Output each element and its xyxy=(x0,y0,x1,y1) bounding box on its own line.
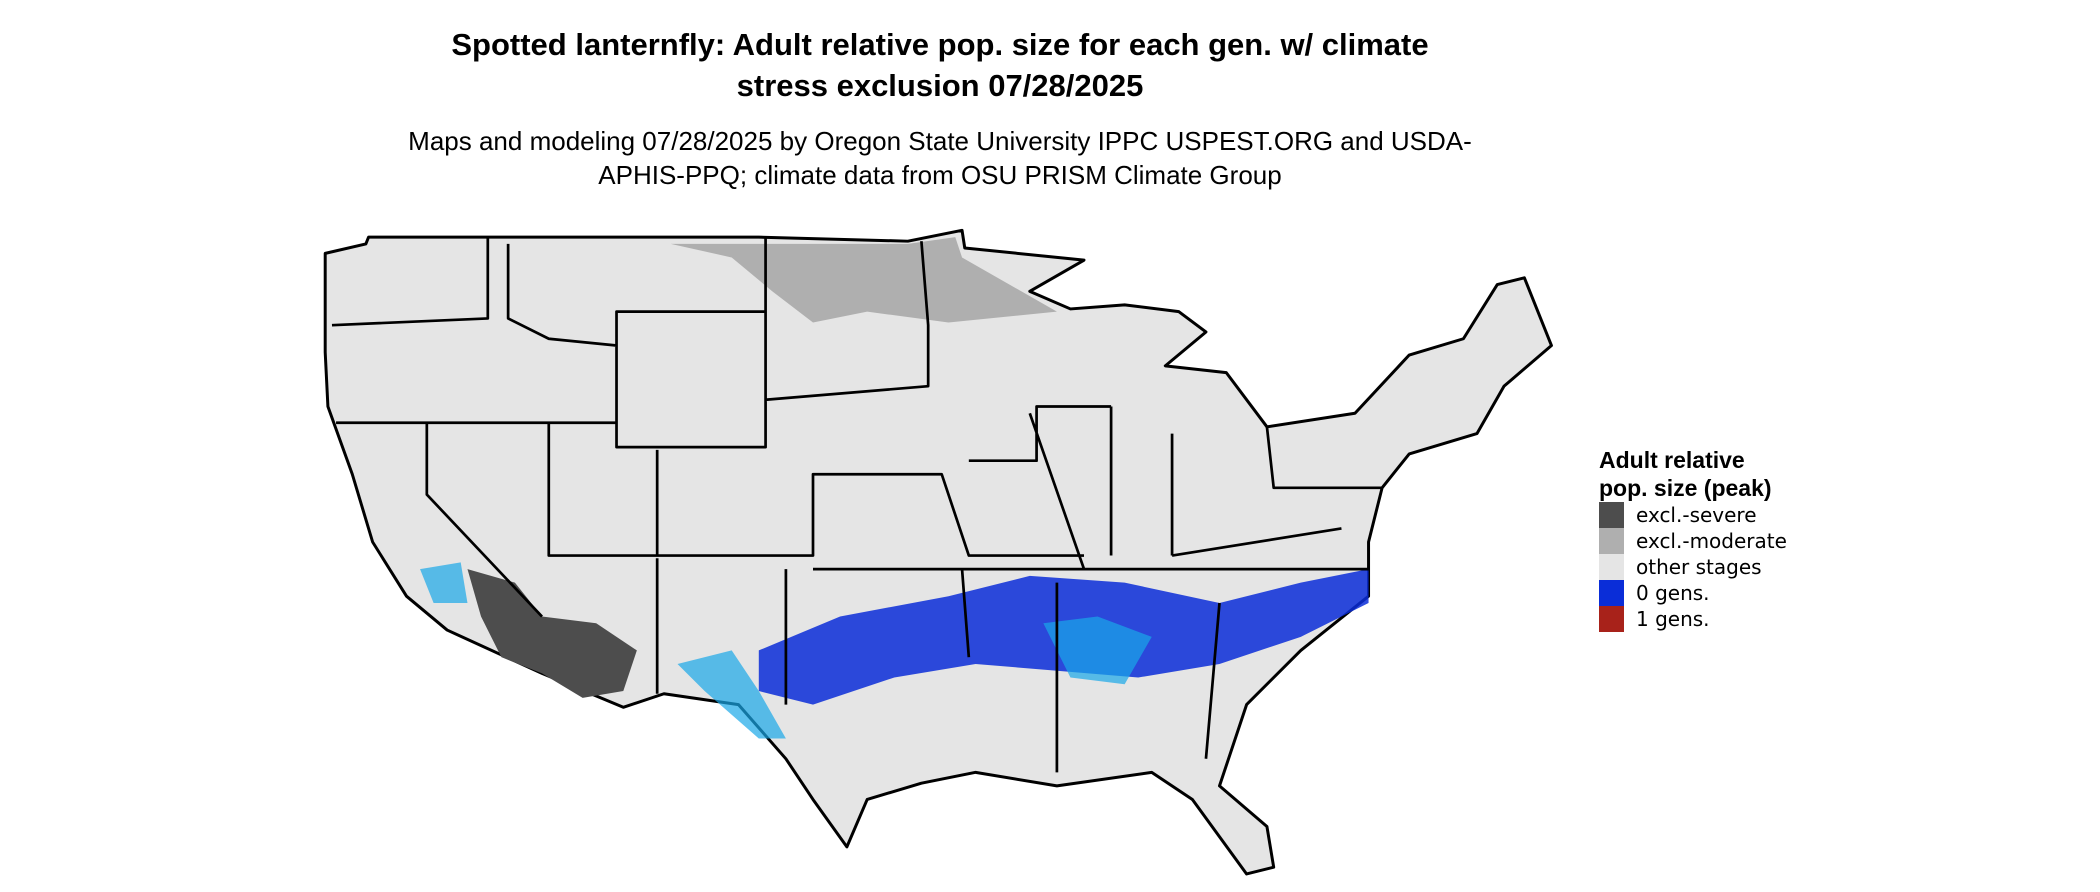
legend-label: 0 gens. xyxy=(1636,581,1710,605)
legend-item: 1 gens. xyxy=(1599,606,1799,632)
legend-label: excl.-severe xyxy=(1636,503,1757,527)
severe-zone xyxy=(467,569,637,698)
map-subtitle: Maps and modeling 07/28/2025 by Oregon S… xyxy=(408,126,1472,190)
moderate-zone xyxy=(670,237,1057,323)
legend-label: 1 gens. xyxy=(1636,607,1710,631)
legend-swatch xyxy=(1599,528,1624,554)
legend-swatch xyxy=(1599,502,1624,528)
us-outline xyxy=(323,228,1553,876)
legend-item: excl.-moderate xyxy=(1599,528,1799,554)
legend-swatch xyxy=(1599,554,1624,580)
legend-item: 0 gens. xyxy=(1599,580,1799,606)
map-title: Spotted lanternfly: Adult relative pop. … xyxy=(451,27,1429,103)
legend-label: excl.-moderate xyxy=(1636,529,1787,553)
state-lines xyxy=(331,237,1383,773)
legend: Adult relative pop. size (peak) excl.-se… xyxy=(1599,446,1799,632)
legend-swatch xyxy=(1599,580,1624,606)
legend-title: Adult relative pop. size (peak) xyxy=(1599,447,1772,501)
legend-label: other stages xyxy=(1636,555,1762,579)
legend-items: excl.-severe excl.-moderate other stages 0 … xyxy=(1599,502,1799,632)
legend-item: other stages xyxy=(1599,554,1799,580)
legend-swatch xyxy=(1599,606,1624,632)
legend-item: excl.-severe xyxy=(1599,502,1799,528)
